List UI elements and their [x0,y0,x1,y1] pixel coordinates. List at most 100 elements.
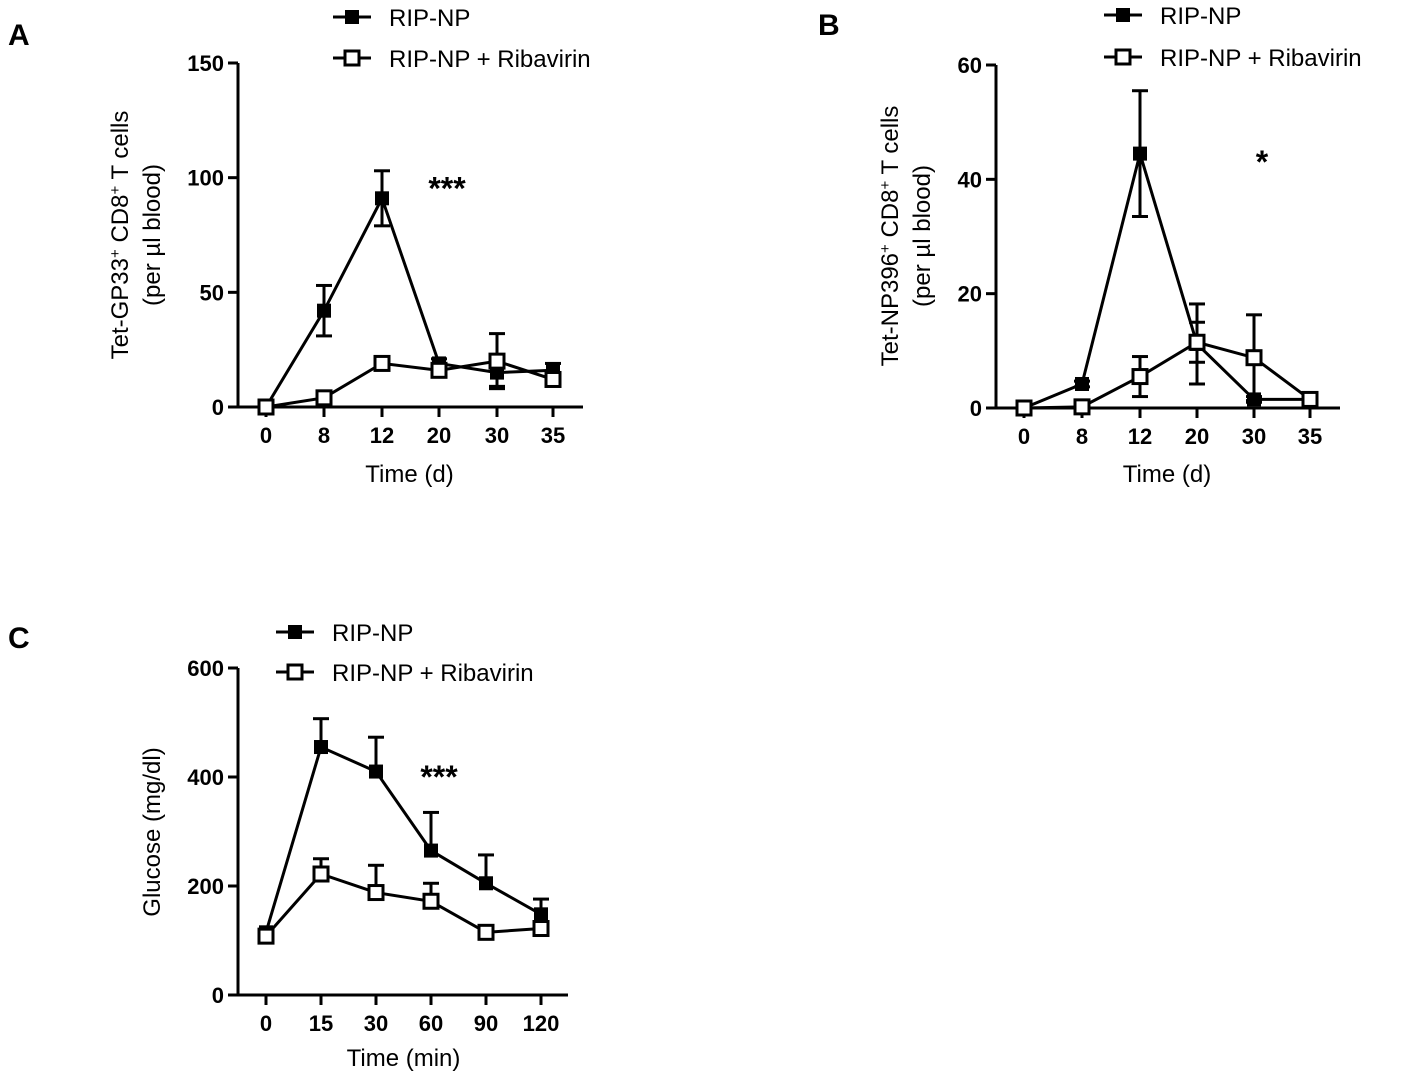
panel-a-legend-label: RIP-NP [389,5,470,32]
panel-b-point-open [1073,398,1091,416]
panel-a-x-tick-label: 0 [260,423,272,448]
panel-c-point-filled [424,843,438,858]
panel-c-y-tick-label: 400 [187,765,224,790]
panel-c-x-tick-label: 60 [419,1011,443,1036]
panel-c-legend: RIP-NP RIP-NP + Ribavirin [276,620,534,687]
panel-a-legend-marker-filled [345,10,359,24]
panel-b-point-filled [1133,146,1147,161]
panel-c-point-filled [534,907,548,922]
panel-c-x-tick-label: 30 [364,1011,388,1036]
panel-c-significance: *** [420,759,458,795]
panel-b-x-tick-label: 0 [1018,424,1030,449]
panel-b-y-tick-label: 40 [958,167,982,192]
panel-c-legend-marker-open [286,663,304,681]
panel-a-letter: A [8,19,30,52]
panel-a-point-open [488,352,506,370]
panel-b-series-rip-np-ribavirin [1015,313,1319,417]
panel-b-point-open [1301,390,1319,408]
panel-b-point-filled [1075,376,1089,391]
panel-b-series-rip-np [1017,89,1318,415]
panel-a-y-title-part: Tet-GP33 [107,258,134,359]
panel-b-y-title: Tet-NP396+ CD8+ T cells [877,106,905,367]
panel-c-y-tick-label: 600 [187,656,224,681]
panel-b-x-tick-label: 35 [1298,424,1322,449]
panel-b-x-tick-label: 12 [1128,424,1152,449]
panel-b-y-title-line2: (per µl blood) [909,165,936,307]
panel-b-y-tick-label: 0 [970,396,982,421]
panel-a-x-title: Time (d) [365,461,453,488]
panel-c-point-open [257,927,275,945]
panel-c-series-rip-np-ribavirin [257,857,550,945]
panel-c-y-title: Glucose (mg/dl) [139,747,166,916]
panel-b-point-open [1188,333,1206,351]
panel-c-x-tick-label: 15 [309,1011,333,1036]
panel-c-letter: C [8,622,30,655]
panel-b-x-title: Time (d) [1123,461,1211,488]
panel-a-x-tick-label: 35 [541,423,565,448]
panel-b-point-open [1245,349,1263,367]
panel-b-legend-marker-open [1114,48,1132,66]
panel-c-legend-label: RIP-NP + Ribavirin [332,660,534,687]
panel-b-legend-label: RIP-NP + Ribavirin [1160,45,1362,72]
panel-a-series-line [264,194,554,408]
panel-b-letter: B [818,9,840,42]
panel-c-series-line [264,744,542,933]
panel-c-series-rip-np [258,717,549,940]
panel-b-x-tick-label: 20 [1185,424,1209,449]
panel-a-y-tick-label: 0 [212,395,224,420]
panel-b-series-line [1023,340,1311,410]
panel-b-y-title-part: Tet-NP396 [877,253,904,366]
panel-b-y-tick-label: 60 [958,53,982,78]
panel-a-point-open [373,354,391,372]
panel-a-x-tick-label: 30 [485,423,509,448]
panel-a-series-rip-np-ribavirin [257,332,562,416]
panel-c-x-title: Time (min) [347,1045,461,1072]
panel-c-y-tick-label: 200 [187,874,224,899]
panel-a-y-title-part: CD8 [107,195,134,250]
panel-a-y-tick-label: 50 [200,280,224,305]
panel-a-point-open [544,370,562,388]
panel-a-x-tick-label: 20 [427,423,451,448]
panel-a-legend: RIP-NP RIP-NP + Ribavirin [333,5,591,73]
panel-b-y-title-part: + [877,181,894,190]
panel-c: C 0 200 400 600 0 15 30 60 90 120 Time (min) Glucose… [8,620,568,1072]
panel-a-x-tick-label: 12 [370,423,394,448]
panel-c-legend-marker-filled [288,625,302,639]
panel-a-series-rip-np [259,169,561,414]
panel-a-x-tick-label: 8 [318,423,330,448]
panel-b-y-title-part: CD8 [877,190,904,245]
panel-b-legend-marker-filled [1116,8,1130,22]
panel-a-point-open [430,361,448,379]
panel-a-point-open [257,398,275,416]
panel-c-point-open [532,920,550,938]
panel-a-legend-marker-open [343,49,361,67]
panel-c-point-open [477,923,495,941]
panel-b-legend-label: RIP-NP [1160,3,1241,30]
panel-a-y-title-part: + [107,186,124,195]
panel-c-point-open [367,884,385,902]
panel-c-point-filled [479,876,493,891]
panel-a-point-open [315,389,333,407]
panel-a-y-title: Tet-GP33+ CD8+ T cells [107,111,135,360]
panel-a-point-filled [317,303,331,318]
panel-a-y-title-line2: (per µl blood) [139,164,166,306]
panel-b-significance: * [1256,144,1269,180]
panel-b-series-line [1023,147,1310,410]
panel-c-point-open [312,865,330,883]
panel-a-y-title-part: T cells [107,111,134,186]
panel-b-point-open [1015,399,1033,417]
panel-a-y-title-part: + [107,249,124,258]
panel-a-y-tick-label: 150 [187,51,224,76]
panel-c-x-tick-label: 120 [523,1011,560,1036]
panel-c-point-open [422,892,440,910]
panel-c-y-tick-label: 0 [212,983,224,1008]
panel-b-point-open [1131,368,1149,386]
panel-c-series-line [264,872,542,938]
panel-a-legend-label: RIP-NP + Ribavirin [389,46,591,73]
panel-b-y-tick-label: 20 [958,282,982,307]
panel-c-point-filled [314,740,328,755]
panel-c-point-filled [369,764,383,779]
panel-b-x-tick-label: 30 [1242,424,1266,449]
